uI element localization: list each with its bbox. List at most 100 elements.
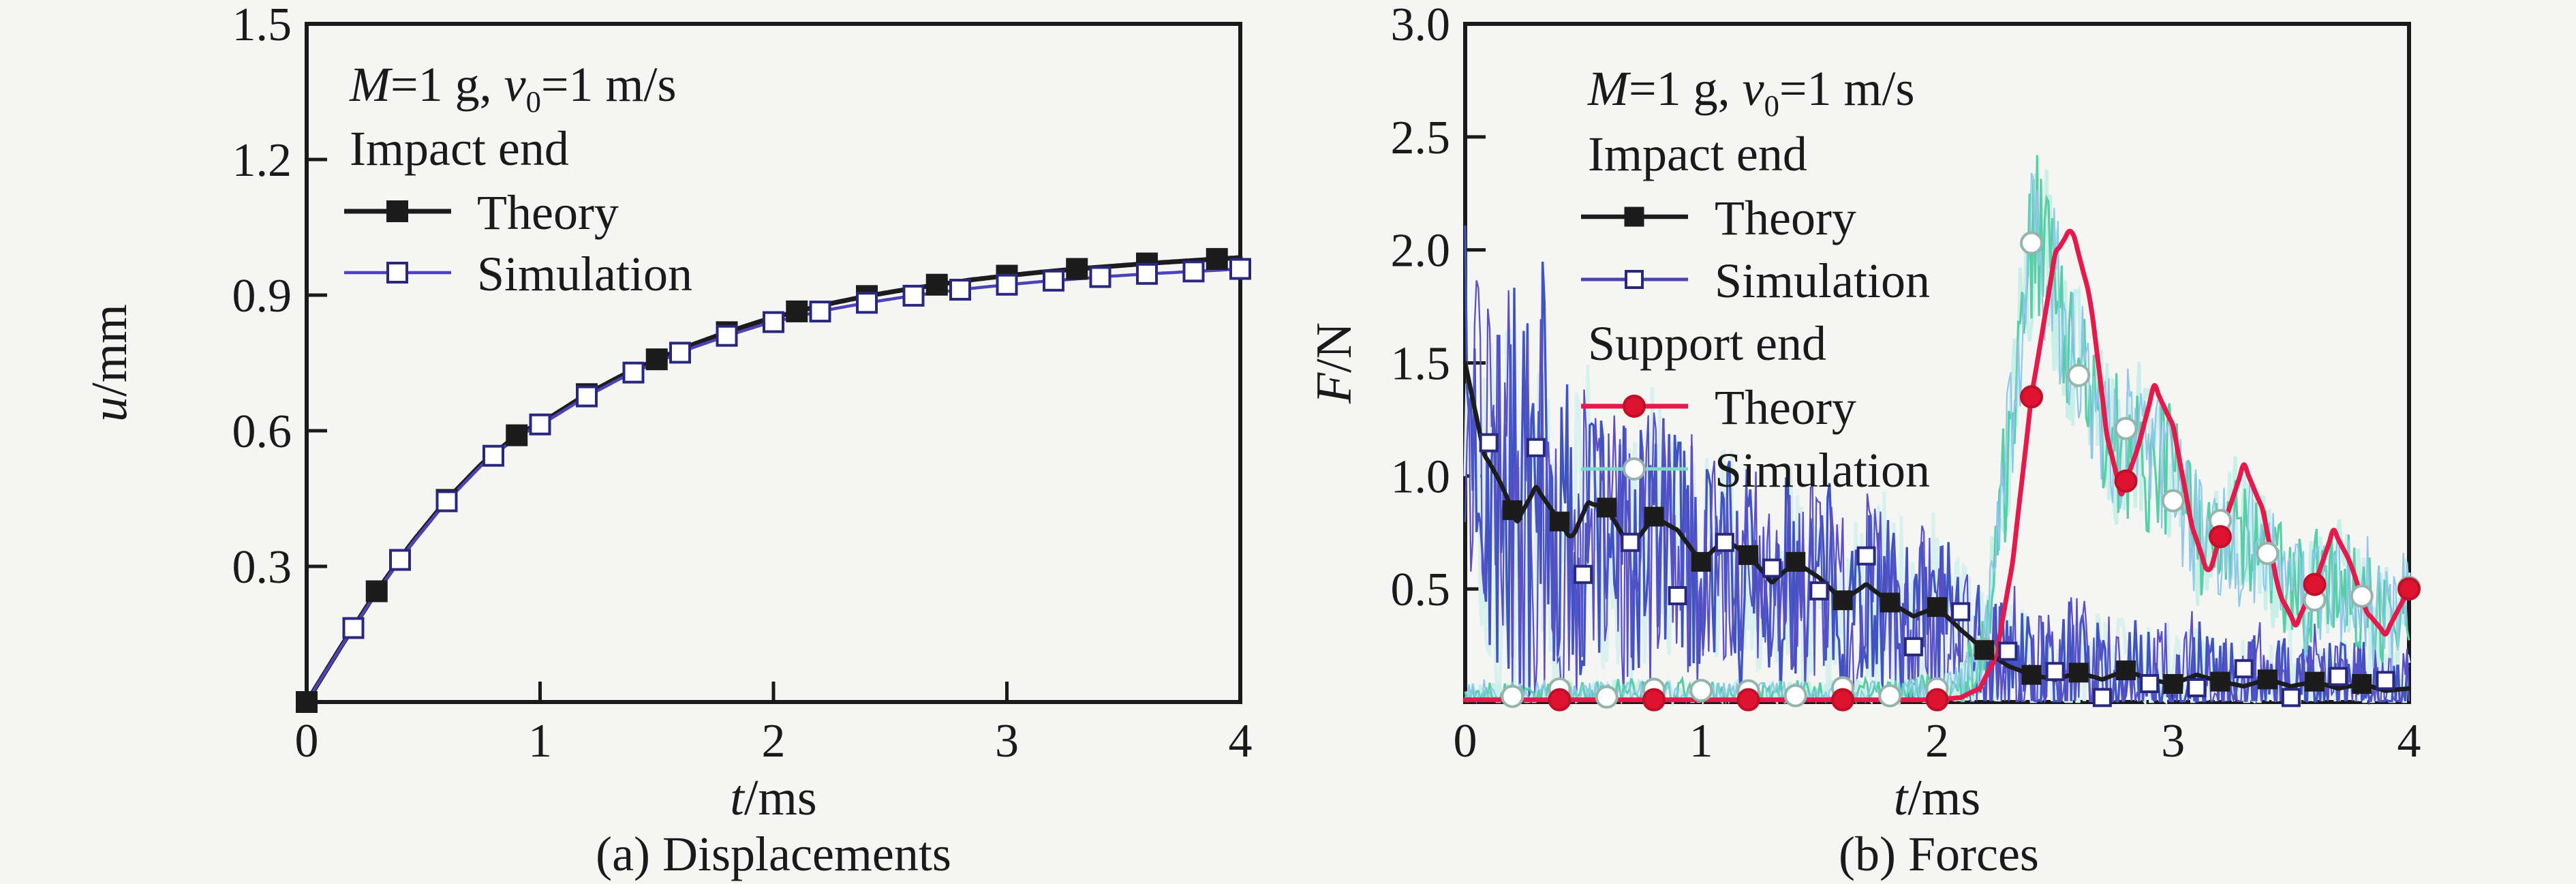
series-marker <box>1595 685 1619 709</box>
series-marker <box>2067 363 2091 387</box>
series-marker <box>716 324 738 347</box>
series-marker <box>1783 684 1807 707</box>
series-marker <box>2281 688 2301 707</box>
series-marker <box>2256 541 2280 565</box>
series-marker <box>1624 207 1644 227</box>
y-tick-label: 0.6 <box>232 406 292 458</box>
series-marker <box>2114 469 2138 493</box>
series-marker <box>1689 679 1713 703</box>
series-marker <box>2234 659 2254 679</box>
series-marker <box>1691 551 1711 572</box>
legend-label: Simulation <box>1715 443 1930 498</box>
series-marker <box>1479 433 1499 453</box>
x-tick-label: 1 <box>1689 715 1713 767</box>
x-tick-label: 2 <box>762 715 786 767</box>
series-marker <box>1974 640 1995 660</box>
series-marker <box>856 292 878 314</box>
series-marker <box>902 284 925 307</box>
series-marker <box>1066 258 1088 280</box>
series-marker <box>1925 688 1949 712</box>
y-tick-label: 0.3 <box>232 541 292 594</box>
series-marker <box>1644 506 1664 527</box>
x-tick-label: 4 <box>1229 715 1253 767</box>
series-marker <box>622 361 645 384</box>
series-marker <box>1229 258 1251 280</box>
series-marker <box>1043 269 1064 292</box>
series-marker <box>2329 667 2348 686</box>
x-tick-label: 0 <box>1454 715 1477 767</box>
legend-header: M=1 g, v0=1 m/s <box>1587 61 1915 123</box>
legend-header: Impact end <box>350 121 569 176</box>
x-tick-label: 2 <box>1925 715 1949 767</box>
series-marker <box>1809 581 1829 600</box>
series-marker <box>2116 660 2136 681</box>
series-marker <box>2352 673 2372 694</box>
y-tick-label: 1.5 <box>232 0 292 51</box>
series-marker <box>1501 684 1524 708</box>
series-marker <box>1550 511 1569 532</box>
series-marker <box>296 691 318 713</box>
series-marker <box>529 413 551 436</box>
series-marker <box>2092 688 2112 707</box>
series-marker <box>2209 525 2232 549</box>
series-marker <box>1621 532 1640 552</box>
series-marker <box>365 580 388 603</box>
x-tick-label: 4 <box>2397 715 2421 767</box>
series-marker <box>2045 662 2065 682</box>
y-tick-label: 2.5 <box>1391 112 1451 164</box>
series-marker <box>2305 671 2325 692</box>
series-marker <box>2350 584 2374 608</box>
legend-label: Theory <box>477 185 619 240</box>
series-marker <box>506 424 528 446</box>
series-marker <box>1998 641 2018 661</box>
y-axis-label: u/mm <box>82 304 138 422</box>
series-marker <box>2140 673 2160 693</box>
series-marker <box>1856 546 1876 566</box>
series-marker <box>1182 260 1205 283</box>
series-marker <box>2020 385 2043 409</box>
caption-panel-b: (b) Forces <box>1839 827 2039 881</box>
series-markers <box>296 247 1251 713</box>
x-axis-label: t/ms <box>730 770 816 826</box>
legend-header: M=1 g, v0=1 m/s <box>349 57 677 119</box>
series-marker <box>2020 231 2043 255</box>
series-marker <box>1642 688 1666 712</box>
legend-header: Support end <box>1588 316 1826 371</box>
series-marker <box>386 200 408 222</box>
y-tick-label: 1.0 <box>1391 451 1451 503</box>
series-marker <box>389 549 411 571</box>
y-tick-label: 1.5 <box>1391 338 1451 391</box>
series-marker <box>1833 590 1853 611</box>
series-marker <box>435 490 458 513</box>
axis-ticks: 0 1 2 3 4 0.5 1.0 1.5 2.0 2.5 3.0 <box>1391 0 2421 767</box>
series-marker <box>949 279 971 301</box>
series-marker <box>925 273 948 296</box>
x-tick-label: 1 <box>528 715 552 767</box>
series-marker <box>2257 669 2278 690</box>
series-marker <box>2068 662 2089 683</box>
series-marker <box>1736 688 1760 712</box>
series-marker <box>2397 577 2421 601</box>
series-marker <box>1785 551 1806 572</box>
series-marker <box>2114 416 2138 440</box>
series-markers <box>1479 231 2421 712</box>
series-marker <box>1136 262 1158 285</box>
series-marker <box>669 341 691 364</box>
series-marker <box>576 385 598 408</box>
series-marker <box>1927 597 1947 618</box>
x-axis-label: t/ms <box>1894 770 1980 826</box>
legend-label: Simulation <box>477 247 692 301</box>
series-marker <box>1623 395 1646 418</box>
y-tick-label: 0.5 <box>1391 564 1451 616</box>
series-line <box>305 267 1242 702</box>
caption-panel-a: (a) Displacements <box>596 827 951 881</box>
series-marker <box>1574 564 1593 584</box>
series-marker <box>1089 266 1111 288</box>
series-marker <box>1625 270 1644 289</box>
series-simulation_a <box>305 267 1242 702</box>
series-marker <box>1762 558 1782 578</box>
series-marker <box>1623 457 1646 481</box>
panel-b: 0 1 2 3 4 0.5 1.0 1.5 2.0 2.5 3.0 t/ms F/N M=1 g, v0=… <box>1306 0 2421 826</box>
